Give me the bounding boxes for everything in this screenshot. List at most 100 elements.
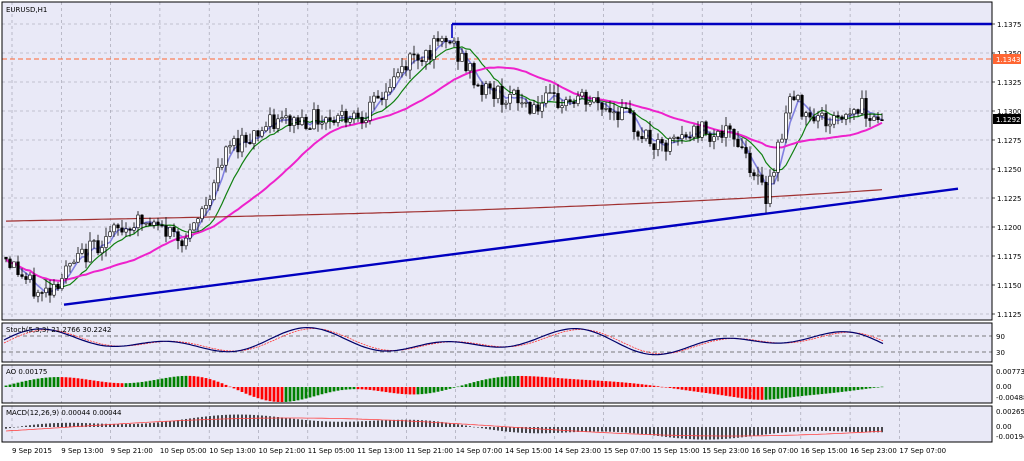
candle-body bbox=[372, 95, 376, 103]
candle-body bbox=[688, 136, 692, 139]
candle-body bbox=[452, 40, 456, 44]
candle-body bbox=[728, 125, 732, 130]
candle-body bbox=[776, 141, 780, 173]
candle-body bbox=[380, 97, 384, 101]
ao-bar bbox=[364, 387, 368, 390]
ao-bar bbox=[316, 387, 320, 396]
ao-panel-border bbox=[1, 364, 993, 404]
trendlines[interactable] bbox=[63, 22, 992, 306]
ao-bar bbox=[400, 387, 404, 394]
candle-body bbox=[440, 38, 444, 42]
time-tick-label: 10 Sep 05:00 bbox=[160, 447, 207, 455]
ao-bar bbox=[796, 387, 800, 397]
candle-body bbox=[428, 50, 432, 60]
macd-bar bbox=[357, 421, 359, 427]
macd-bar bbox=[785, 427, 787, 433]
macd-bar bbox=[561, 427, 563, 433]
ao-bar bbox=[632, 383, 636, 387]
candle-body bbox=[332, 120, 336, 123]
macd-bar bbox=[129, 424, 131, 427]
macd-bar bbox=[393, 419, 395, 427]
ao-bar bbox=[568, 378, 572, 387]
candle-body bbox=[336, 115, 340, 123]
candle-body bbox=[40, 292, 44, 294]
macd-bar bbox=[497, 427, 499, 431]
ao-bar bbox=[144, 381, 148, 387]
macd-bar bbox=[25, 425, 27, 427]
time-tick-label: 11 Sep 05:00 bbox=[308, 447, 355, 455]
ao-bar bbox=[724, 387, 728, 396]
ao-bar bbox=[692, 387, 696, 392]
candle-body bbox=[388, 87, 392, 93]
ao-bar bbox=[416, 387, 420, 395]
candle-body bbox=[100, 247, 104, 254]
candle-body bbox=[68, 263, 72, 267]
candle-body bbox=[28, 274, 32, 280]
macd-bar bbox=[697, 427, 699, 440]
ao-bar bbox=[464, 384, 468, 387]
macd-bar bbox=[817, 427, 819, 431]
macd-bar bbox=[33, 424, 35, 427]
candle-body bbox=[556, 93, 560, 108]
macd-bar bbox=[229, 414, 231, 427]
ao-bar bbox=[28, 380, 32, 387]
candle-body bbox=[532, 104, 536, 114]
ao-bar bbox=[168, 377, 172, 387]
candle-body bbox=[872, 116, 876, 121]
candle-body bbox=[796, 95, 800, 101]
macd-bar bbox=[581, 427, 583, 432]
ao-bar bbox=[312, 387, 316, 397]
ao-bar bbox=[536, 376, 540, 387]
candle-body bbox=[112, 224, 116, 233]
candle-body bbox=[664, 142, 668, 152]
ao-bar bbox=[508, 376, 512, 387]
macd-bar bbox=[809, 427, 811, 431]
ao-bar bbox=[24, 380, 28, 387]
macd-bar bbox=[333, 421, 335, 427]
ao-bar bbox=[548, 377, 552, 387]
candle-body bbox=[612, 111, 616, 114]
candle-body bbox=[752, 172, 756, 177]
macd-bar bbox=[769, 427, 771, 434]
candle-body bbox=[16, 261, 20, 275]
ao-bar bbox=[848, 387, 852, 391]
macd-bar bbox=[321, 421, 323, 427]
time-tick-label: 16 Sep 07:00 bbox=[752, 447, 799, 455]
macd-bar bbox=[293, 418, 295, 427]
candle-body bbox=[488, 83, 492, 89]
macd-bar bbox=[617, 427, 619, 433]
stochastic-panel[interactable] bbox=[2, 323, 992, 362]
ao-bar bbox=[680, 387, 684, 390]
macd-bar bbox=[541, 427, 543, 434]
candle-body bbox=[764, 181, 768, 204]
macd-bar bbox=[353, 421, 355, 427]
candle-body bbox=[396, 72, 400, 78]
candle-body bbox=[684, 134, 688, 138]
macd-bar bbox=[821, 427, 823, 431]
ao-bar bbox=[260, 387, 264, 400]
candle-body bbox=[224, 146, 228, 166]
macd-bar bbox=[113, 423, 115, 427]
candle-body bbox=[544, 92, 548, 104]
macd-bar bbox=[65, 422, 67, 427]
candle-body bbox=[788, 96, 792, 114]
candle-body bbox=[708, 133, 712, 142]
macd-panel[interactable] bbox=[2, 406, 992, 442]
candle-body bbox=[248, 142, 252, 145]
ao-bar bbox=[296, 387, 300, 401]
candle-body bbox=[408, 53, 412, 71]
ao-bar bbox=[616, 381, 620, 387]
candle-body bbox=[520, 102, 524, 105]
ao-bar bbox=[628, 382, 632, 387]
ao-bar bbox=[440, 387, 444, 391]
macd-bar bbox=[665, 427, 667, 437]
price-tick-label: 1.1175 bbox=[997, 253, 1022, 261]
macd-bar bbox=[421, 420, 423, 427]
candle-body bbox=[456, 40, 460, 62]
macd-bar bbox=[29, 425, 31, 427]
macd-bar bbox=[737, 427, 739, 438]
candle-body bbox=[512, 89, 516, 95]
main-chart-panel[interactable] bbox=[2, 2, 992, 320]
candle-body bbox=[208, 199, 212, 206]
macd-bar bbox=[301, 419, 303, 427]
